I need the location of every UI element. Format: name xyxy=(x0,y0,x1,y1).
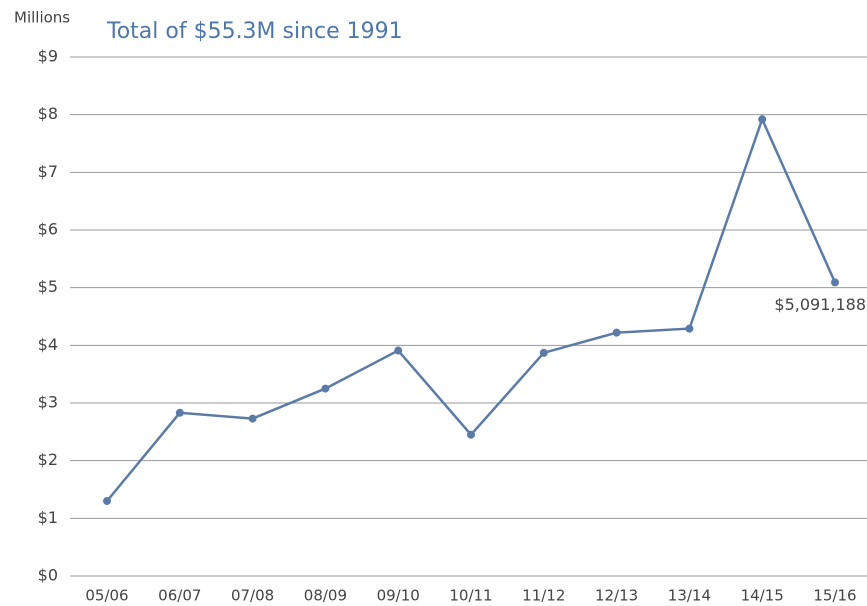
y-tick-label: $0 xyxy=(38,566,58,585)
y-tick-label: $9 xyxy=(38,47,58,66)
x-tick-label: 05/06 xyxy=(85,587,128,605)
x-tick-label: 12/13 xyxy=(595,587,638,605)
y-tick-label: $8 xyxy=(38,104,58,123)
x-tick-label: 15/16 xyxy=(813,587,856,605)
x-tick-label: 14/15 xyxy=(741,587,784,605)
data-point xyxy=(467,430,475,439)
x-tick-label: 10/11 xyxy=(449,587,492,605)
x-tick-label: 11/12 xyxy=(522,587,565,605)
x-tick-label: 09/10 xyxy=(377,587,420,605)
y-tick-label: $1 xyxy=(38,508,58,527)
data-point xyxy=(175,408,184,417)
y-tick-label: $4 xyxy=(38,335,58,354)
data-point xyxy=(758,115,767,124)
x-tick-label: 08/09 xyxy=(304,587,347,605)
chart-title: Total of $55.3M since 1991 xyxy=(106,19,403,44)
x-tick-label: 07/08 xyxy=(231,587,274,605)
y-tick-label: $5 xyxy=(38,277,58,296)
data-point xyxy=(539,348,548,357)
y-tick-label: $7 xyxy=(38,162,58,181)
y-tick-label: $3 xyxy=(38,393,58,412)
x-tick-label: 06/07 xyxy=(158,587,201,605)
x-tick-label: 13/14 xyxy=(668,587,711,605)
data-point xyxy=(248,414,257,423)
data-point xyxy=(394,346,403,355)
data-point xyxy=(831,278,839,287)
y-tick-label: $2 xyxy=(38,450,58,469)
data-point xyxy=(321,384,330,393)
y-axis-label: Millions xyxy=(14,9,70,27)
data-point xyxy=(612,328,621,337)
y-tick-label: $6 xyxy=(38,220,58,239)
data-point xyxy=(103,497,111,506)
data-point xyxy=(685,324,694,333)
data-line xyxy=(106,115,837,502)
data-label: $5,091,188 xyxy=(774,295,866,314)
